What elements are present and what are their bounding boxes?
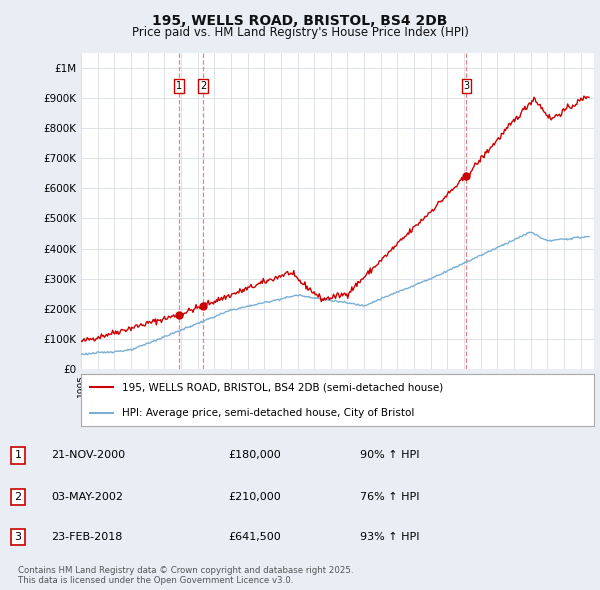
Text: 195, WELLS ROAD, BRISTOL, BS4 2DB: 195, WELLS ROAD, BRISTOL, BS4 2DB: [152, 14, 448, 28]
Text: 93% ↑ HPI: 93% ↑ HPI: [360, 532, 419, 542]
Text: 21-NOV-2000: 21-NOV-2000: [51, 451, 125, 460]
Text: 2: 2: [14, 492, 22, 502]
Text: Price paid vs. HM Land Registry's House Price Index (HPI): Price paid vs. HM Land Registry's House …: [131, 26, 469, 39]
Text: 90% ↑ HPI: 90% ↑ HPI: [360, 451, 419, 460]
Text: 1: 1: [14, 451, 22, 460]
Text: HPI: Average price, semi-detached house, City of Bristol: HPI: Average price, semi-detached house,…: [122, 408, 415, 418]
Text: 23-FEB-2018: 23-FEB-2018: [51, 532, 122, 542]
Text: 3: 3: [463, 81, 470, 91]
Text: 76% ↑ HPI: 76% ↑ HPI: [360, 492, 419, 502]
Text: £210,000: £210,000: [228, 492, 281, 502]
Text: £641,500: £641,500: [228, 532, 281, 542]
Text: 195, WELLS ROAD, BRISTOL, BS4 2DB (semi-detached house): 195, WELLS ROAD, BRISTOL, BS4 2DB (semi-…: [122, 382, 443, 392]
Text: 3: 3: [14, 532, 22, 542]
Text: £180,000: £180,000: [228, 451, 281, 460]
Text: 03-MAY-2002: 03-MAY-2002: [51, 492, 123, 502]
Text: 1: 1: [176, 81, 182, 91]
Text: 2: 2: [200, 81, 206, 91]
Text: Contains HM Land Registry data © Crown copyright and database right 2025.
This d: Contains HM Land Registry data © Crown c…: [18, 566, 353, 585]
